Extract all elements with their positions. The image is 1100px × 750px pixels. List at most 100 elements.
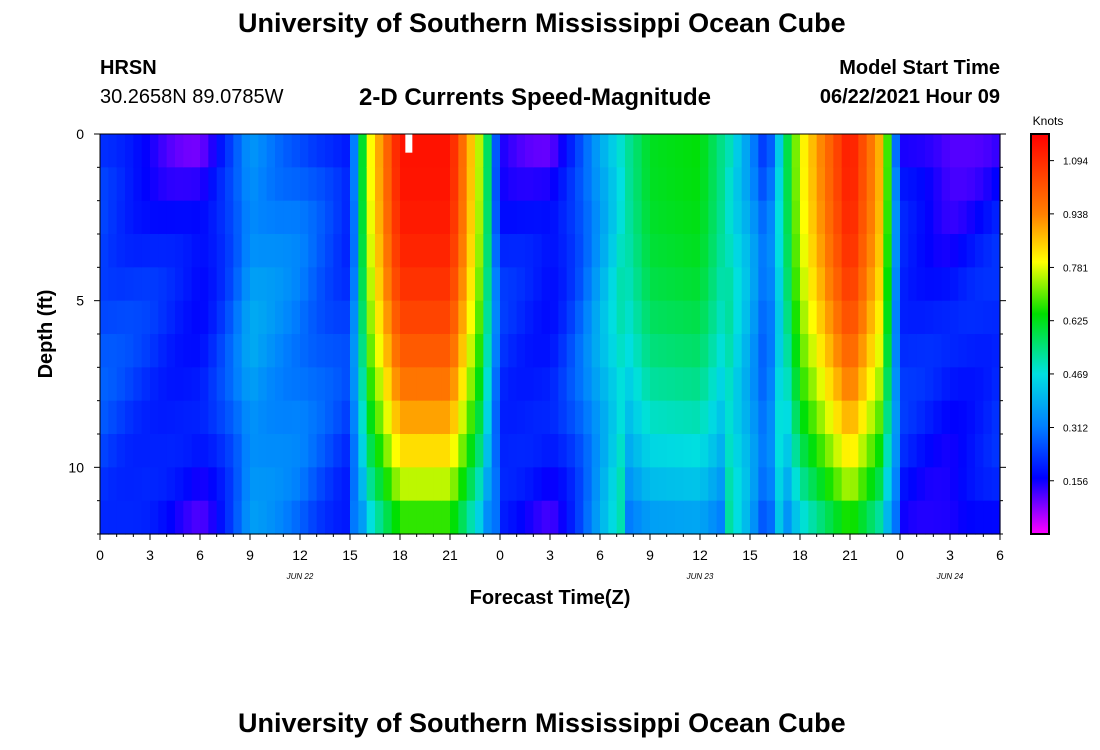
- heatmap-cell: [208, 300, 218, 335]
- heatmap-cell: [150, 334, 159, 368]
- heatmap-cell: [150, 500, 159, 535]
- heatmap-cell: [958, 267, 968, 302]
- heatmap-cell: [533, 300, 543, 335]
- heatmap-cell: [558, 467, 568, 502]
- heatmap-cell: [833, 500, 843, 535]
- heatmap-cell: [191, 367, 201, 402]
- heatmap-cell: [600, 300, 609, 335]
- heatmap-cell: [633, 434, 643, 468]
- y-axis-tick-labels: 0 5 10: [68, 126, 84, 475]
- heatmap-cell: [283, 467, 293, 502]
- heatmap-cell: [108, 500, 118, 535]
- heatmap-cell: [808, 134, 818, 168]
- heatmap-cell: [133, 134, 143, 168]
- heatmap-cell: [825, 500, 834, 535]
- heatmap-cell: [783, 167, 793, 202]
- heatmap-cell: [100, 500, 109, 535]
- x-tick-label: 0: [96, 547, 104, 563]
- heatmap-cell: [858, 334, 868, 368]
- heatmap-cell: [883, 200, 893, 235]
- heatmap-cell: [366, 167, 376, 202]
- heatmap-cell: [775, 400, 784, 435]
- heatmap-cell: [983, 300, 993, 335]
- heatmap-cell: [575, 500, 584, 535]
- heatmap-cell: [433, 167, 443, 202]
- heatmap-cell: [558, 267, 568, 302]
- heatmap-cell: [683, 200, 693, 235]
- heatmap-cell: [550, 400, 559, 435]
- heatmap-cell: [541, 334, 551, 368]
- heatmap-cell: [183, 200, 193, 235]
- heatmap-cell: [983, 400, 993, 435]
- heatmap-cell: [900, 367, 909, 402]
- heatmap-cell: [183, 267, 193, 302]
- heatmap-cell: [791, 267, 801, 302]
- heatmap-cell: [933, 400, 943, 435]
- heatmap-cell: [758, 200, 768, 235]
- heatmap-cell: [691, 234, 701, 268]
- heatmap-cell: [908, 300, 918, 335]
- heatmap-cell: [400, 200, 409, 235]
- heatmap-cell: [958, 467, 968, 502]
- heatmap-cell: [583, 467, 593, 502]
- heatmap-cell: [233, 300, 243, 335]
- heatmap-cell: [433, 267, 443, 302]
- heatmap-cell: [108, 200, 118, 235]
- heatmap-cell: [525, 434, 534, 468]
- heatmap-cell: [316, 400, 326, 435]
- heatmap-cell: [958, 300, 968, 335]
- heatmap-cell: [375, 400, 384, 435]
- heatmap-cell: [900, 300, 909, 335]
- x-tick-label: 9: [246, 547, 254, 563]
- heatmap-cell: [558, 134, 568, 168]
- heatmap-cell: [816, 267, 826, 302]
- heatmap-cell: [708, 167, 718, 202]
- gap-marker-rect: [405, 134, 413, 153]
- heatmap-cell: [450, 500, 459, 535]
- y-axis-ticks: [94, 133, 1006, 535]
- heatmap-cell: [425, 234, 434, 268]
- heatmap-cell: [791, 167, 801, 202]
- heatmap-cell: [350, 500, 359, 535]
- heatmap-cell: [141, 134, 151, 168]
- heatmap-cell: [600, 234, 609, 268]
- heatmap-cell: [258, 167, 268, 202]
- heatmap-cell: [700, 467, 709, 502]
- heatmap-cell: [475, 400, 484, 435]
- heatmap-cell: [466, 434, 476, 468]
- heatmap-cell: [633, 234, 643, 268]
- heatmap-cell: [275, 267, 284, 302]
- heatmap-cell: [308, 400, 318, 435]
- heatmap-cell: [741, 234, 751, 268]
- heatmap-cell: [250, 467, 259, 502]
- heatmap-cell: [700, 300, 709, 335]
- heatmap-cell: [975, 134, 984, 168]
- heatmap-cell: [700, 367, 709, 402]
- heatmap-cell: [741, 300, 751, 335]
- heatmap-cell: [491, 434, 501, 468]
- heatmap-cell: [116, 367, 126, 402]
- heatmap-cell: [325, 167, 334, 202]
- heatmap-cell: [866, 267, 876, 302]
- heatmap-cell: [175, 467, 184, 502]
- heatmap-cell: [258, 467, 268, 502]
- heatmap-cell: [308, 134, 318, 168]
- x-tick-label: 3: [146, 547, 154, 563]
- heatmap-cell: [233, 134, 243, 168]
- heatmap-cell: [716, 400, 726, 435]
- heatmap-cell: [741, 367, 751, 402]
- heatmap-cell: [300, 167, 309, 202]
- heatmap-cell: [983, 234, 993, 268]
- x-tick-label: 21: [842, 547, 858, 563]
- heatmap-cell: [575, 434, 584, 468]
- heatmap-cell: [183, 434, 193, 468]
- heatmap-cell: [800, 134, 809, 168]
- heatmap-cell: [516, 400, 526, 435]
- heatmap-cell: [750, 167, 759, 202]
- heatmap-cell: [391, 367, 401, 402]
- heatmap-cell: [883, 134, 893, 168]
- heatmap-cell: [866, 134, 876, 168]
- heatmap-cell: [366, 500, 376, 535]
- heatmap-cell: [241, 500, 251, 535]
- heatmap-cell: [391, 300, 401, 335]
